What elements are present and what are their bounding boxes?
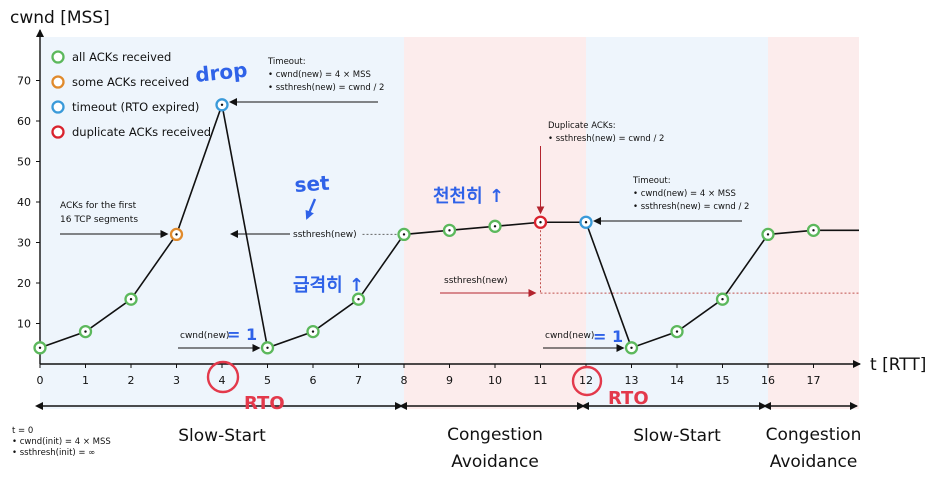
phase-label: Avoidance bbox=[451, 452, 539, 472]
x-tick-label: 8 bbox=[401, 374, 408, 387]
data-point-center bbox=[266, 346, 269, 349]
phase-region-2 bbox=[586, 37, 768, 409]
dupacks-note: • ssthresh(new) = cwnd / 2 bbox=[548, 134, 664, 144]
x-tick-label: 12 bbox=[579, 374, 593, 387]
timeout-note-2: • ssthresh(new) = cwnd / 2 bbox=[633, 202, 749, 212]
data-point-center bbox=[539, 221, 542, 224]
phase-label: Congestion bbox=[447, 425, 543, 445]
phase-label: Slow-Start bbox=[633, 426, 721, 446]
data-point-center bbox=[630, 346, 633, 349]
first-acks-note: 16 TCP segments bbox=[60, 215, 138, 225]
handwritten-rto-1: RTO bbox=[244, 393, 285, 414]
x-tick-label: 10 bbox=[488, 374, 502, 387]
x-tick-label: 5 bbox=[264, 374, 271, 387]
handwritten-circle-2 bbox=[571, 365, 603, 397]
phase-label: Congestion bbox=[766, 425, 862, 445]
y-tick-label: 60 bbox=[17, 115, 31, 128]
y-tick-label: 40 bbox=[17, 196, 31, 209]
legend-marker bbox=[51, 75, 65, 89]
x-tick-label: 16 bbox=[761, 374, 775, 387]
handwritten-rapid: 급격히 ↑ bbox=[293, 275, 364, 296]
first-acks-note: ACKs for the first bbox=[60, 201, 137, 211]
y-tick-label: 70 bbox=[17, 75, 31, 88]
timeout-note-1: • cwnd(new) = 4 × MSS bbox=[268, 70, 371, 80]
legend: all ACKs received some ACKs received timeo… bbox=[51, 50, 211, 139]
data-point-center bbox=[220, 103, 224, 107]
x-tick-label: 0 bbox=[37, 374, 44, 387]
ssthresh-label-1: ssthresh(new) bbox=[293, 230, 357, 240]
x-tick-label: 6 bbox=[310, 374, 317, 387]
x-tick-label: 3 bbox=[173, 374, 180, 387]
legend-marker bbox=[51, 100, 65, 114]
data-point-center bbox=[129, 298, 133, 301]
phase-regions bbox=[40, 37, 859, 409]
x-tick-label: 4 bbox=[219, 374, 226, 387]
y-tick-label: 20 bbox=[17, 277, 31, 290]
data-point-center bbox=[175, 233, 178, 236]
legend-label: timeout (RTO expired) bbox=[72, 100, 199, 114]
handwritten-arrow bbox=[305, 198, 317, 220]
phase-labels: Slow-Start Congestion Avoidance Slow-Start C… bbox=[35, 402, 862, 472]
x-tick-label: 2 bbox=[128, 374, 135, 387]
legend-label: all ACKs received bbox=[72, 50, 171, 64]
initial-conditions: t = 0 bbox=[12, 426, 33, 436]
x-tick-label: 13 bbox=[625, 374, 639, 387]
legend-marker bbox=[51, 50, 65, 64]
x-tick-label: 9 bbox=[446, 374, 453, 387]
handwritten-set: set bbox=[294, 171, 331, 197]
x-tick-label: 11 bbox=[534, 374, 548, 387]
initial-conditions: • ssthresh(init) = ∞ bbox=[12, 448, 95, 458]
handwritten-slow: 천천히 ↑ bbox=[433, 186, 504, 207]
legend-marker bbox=[51, 125, 65, 139]
legend-label: duplicate ACKs received bbox=[72, 125, 211, 139]
timeout-note-2: • cwnd(new) = 4 × MSS bbox=[633, 189, 736, 199]
timeout-note-1: • ssthresh(new) = cwnd / 2 bbox=[268, 83, 384, 93]
data-point-center bbox=[402, 233, 406, 236]
x-tick-label: 1 bbox=[82, 374, 89, 387]
cwnd-new-label-1: cwnd(new) bbox=[180, 331, 229, 341]
timeout-note-1: Timeout: bbox=[267, 57, 306, 67]
handwritten-rto-2: RTO bbox=[608, 388, 649, 409]
data-point-center bbox=[675, 330, 679, 333]
data-point-center bbox=[84, 330, 87, 333]
phase-region-3 bbox=[768, 37, 859, 409]
x-tick-label: 15 bbox=[716, 374, 730, 387]
cwnd-new-label-2: cwnd(new) bbox=[545, 331, 594, 341]
data-point-center bbox=[766, 233, 770, 236]
x-axis-title: t [RTT] bbox=[870, 355, 926, 375]
x-tick-label: 7 bbox=[355, 374, 362, 387]
handwritten-eq2: = 1 bbox=[593, 327, 623, 346]
data-point-center bbox=[38, 346, 42, 349]
cwnd-series bbox=[33, 98, 859, 355]
x-tick-label: 14 bbox=[670, 374, 684, 387]
phase-label: Avoidance bbox=[770, 452, 858, 472]
data-point-center bbox=[311, 330, 315, 333]
y-tick-label: 50 bbox=[17, 156, 31, 169]
y-tick-label: 10 bbox=[17, 318, 31, 331]
handwritten-notes: drop set 급격히 ↑ 천천히 ↑ = 1 = 1 RTO RTO bbox=[194, 58, 649, 414]
data-point-center bbox=[812, 229, 815, 232]
y-tick-label: 30 bbox=[17, 237, 31, 250]
data-point-center bbox=[357, 298, 360, 301]
data-point-center bbox=[493, 225, 497, 228]
phase-label: Slow-Start bbox=[178, 426, 266, 446]
handwritten-eq1: = 1 bbox=[227, 325, 257, 344]
ssthresh-lines bbox=[362, 222, 859, 294]
initial-conditions: • cwnd(init) = 4 × MSS bbox=[12, 437, 111, 447]
x-tick-label: 17 bbox=[807, 374, 821, 387]
handwritten-circle-1 bbox=[206, 360, 240, 394]
annotations: ACKs for the first 16 TCP segments Timeout… bbox=[12, 57, 749, 458]
data-point-center bbox=[584, 221, 588, 224]
legend-label: some ACKs received bbox=[72, 75, 189, 89]
data-point-center bbox=[721, 298, 724, 301]
data-point-center bbox=[448, 229, 451, 232]
handwritten-drop: drop bbox=[194, 58, 248, 87]
dupacks-note: Duplicate ACKs: bbox=[548, 121, 616, 131]
ssthresh-label-2: ssthresh(new) bbox=[444, 276, 508, 286]
y-axis-title: cwnd [MSS] bbox=[10, 8, 110, 28]
timeout-note-2: Timeout: bbox=[632, 176, 671, 186]
